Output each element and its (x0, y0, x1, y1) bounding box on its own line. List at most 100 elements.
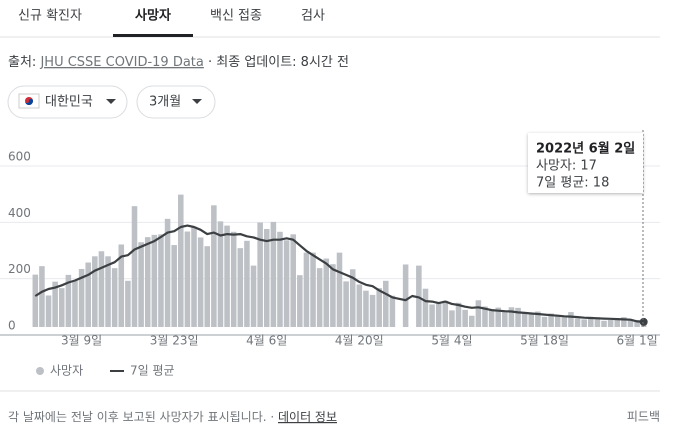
x-tick-label: 4월 20일 (335, 334, 384, 348)
bar (601, 320, 607, 327)
y-tick-label: 600 (8, 150, 31, 164)
tooltip (528, 133, 643, 193)
tooltip-line: 7일 평균: 18 (536, 176, 609, 191)
bar (561, 317, 568, 327)
y-tick-label: 200 (8, 262, 31, 276)
bar (98, 251, 105, 327)
range-dropdown[interactable] (136, 85, 216, 119)
bar (548, 313, 554, 327)
bar (217, 221, 224, 327)
bar (211, 205, 217, 327)
bar (52, 281, 58, 327)
bar (78, 268, 85, 327)
tab[interactable]: 백신 접종 (210, 9, 262, 24)
bar (495, 307, 501, 327)
bar (502, 311, 508, 327)
data-info-link[interactable]: 데이터 정보 (278, 410, 337, 424)
x-tick-label: 3월 23일 (150, 334, 199, 348)
x-tick-label: 5월 4일 (431, 334, 472, 348)
bar (389, 295, 396, 327)
x-tick-label: 4월 6일 (246, 334, 287, 348)
feedback[interactable]: 피드백 (627, 410, 660, 424)
bar (164, 218, 171, 327)
bar (515, 307, 521, 327)
bar (310, 252, 316, 327)
tooltip-line: 사망자: 17 (536, 159, 597, 174)
bar (468, 315, 475, 327)
legend-swatch (36, 367, 44, 375)
bar (111, 268, 118, 327)
bar (171, 245, 177, 327)
bar (535, 311, 541, 327)
bar (330, 264, 336, 327)
source-label: 출처: (8, 55, 36, 70)
source-link[interactable]: JHU CSSE COVID-19 Data (39, 55, 203, 70)
bar (442, 300, 449, 327)
bar (621, 317, 627, 327)
bar (369, 294, 376, 327)
bar (158, 234, 164, 327)
bar (72, 280, 78, 327)
bar (230, 231, 237, 327)
bar (244, 240, 250, 327)
bar (257, 222, 263, 327)
legend-label: 7일 평균 (130, 364, 175, 378)
bar (303, 252, 310, 327)
tab[interactable]: 검사 (301, 9, 325, 24)
note: 각 날짜에는 전날 이후 보고된 사망자가 표시됩니다. · (8, 410, 274, 424)
dropdown-arrow (106, 99, 116, 104)
hover-point (639, 317, 648, 326)
bar (482, 306, 488, 327)
bar (138, 242, 144, 327)
tab-underline (113, 34, 193, 37)
bar (191, 226, 197, 327)
bar (594, 317, 601, 327)
x-tick-label: 3월 9일 (61, 334, 102, 348)
bar (402, 264, 409, 327)
bar (449, 310, 455, 327)
bar (270, 221, 277, 327)
bar (475, 300, 482, 327)
bar (336, 252, 343, 327)
dropdown-arrow (192, 99, 202, 104)
bar (224, 225, 230, 327)
tab[interactable]: 신규 확진자 (18, 9, 82, 24)
bar (568, 312, 574, 327)
bar (290, 234, 296, 327)
bar (422, 288, 429, 327)
bar (197, 237, 204, 327)
y-tick-label: 0 (8, 319, 16, 333)
footer-note: 각 날짜에는 전날 이후 보고된 사망자가 표시됩니다. · 데이터 정보 (8, 410, 337, 424)
bar (184, 231, 191, 327)
bar (92, 256, 98, 327)
bar (634, 319, 640, 327)
legend-label: 사망자 (50, 364, 83, 378)
y-tick-label: 400 (8, 206, 31, 220)
bar (237, 248, 244, 327)
x-tick-label: 5월 18일 (520, 334, 569, 348)
bar (65, 274, 72, 327)
bar (435, 303, 442, 327)
bar (297, 275, 303, 327)
bar (85, 262, 91, 327)
bar (462, 309, 468, 327)
tooltip-date: 2022년 6월 2일 (536, 141, 635, 157)
bar (39, 266, 45, 327)
bar (627, 320, 634, 327)
bar (356, 284, 363, 327)
source-line: 출처: JHU CSSE COVID-19 Data · 최종 업데이트: 8시… (8, 55, 349, 70)
bar (323, 258, 330, 327)
bar (118, 244, 125, 327)
bar (581, 319, 587, 327)
bar (614, 318, 621, 327)
bar (151, 234, 158, 327)
flag (18, 93, 40, 109)
bar (105, 256, 111, 327)
bar (363, 290, 369, 327)
bar (283, 240, 290, 327)
tab-selected[interactable]: 사망자 (135, 8, 171, 24)
bar (521, 313, 528, 327)
bar (349, 269, 356, 327)
average-line (34, 224, 644, 323)
